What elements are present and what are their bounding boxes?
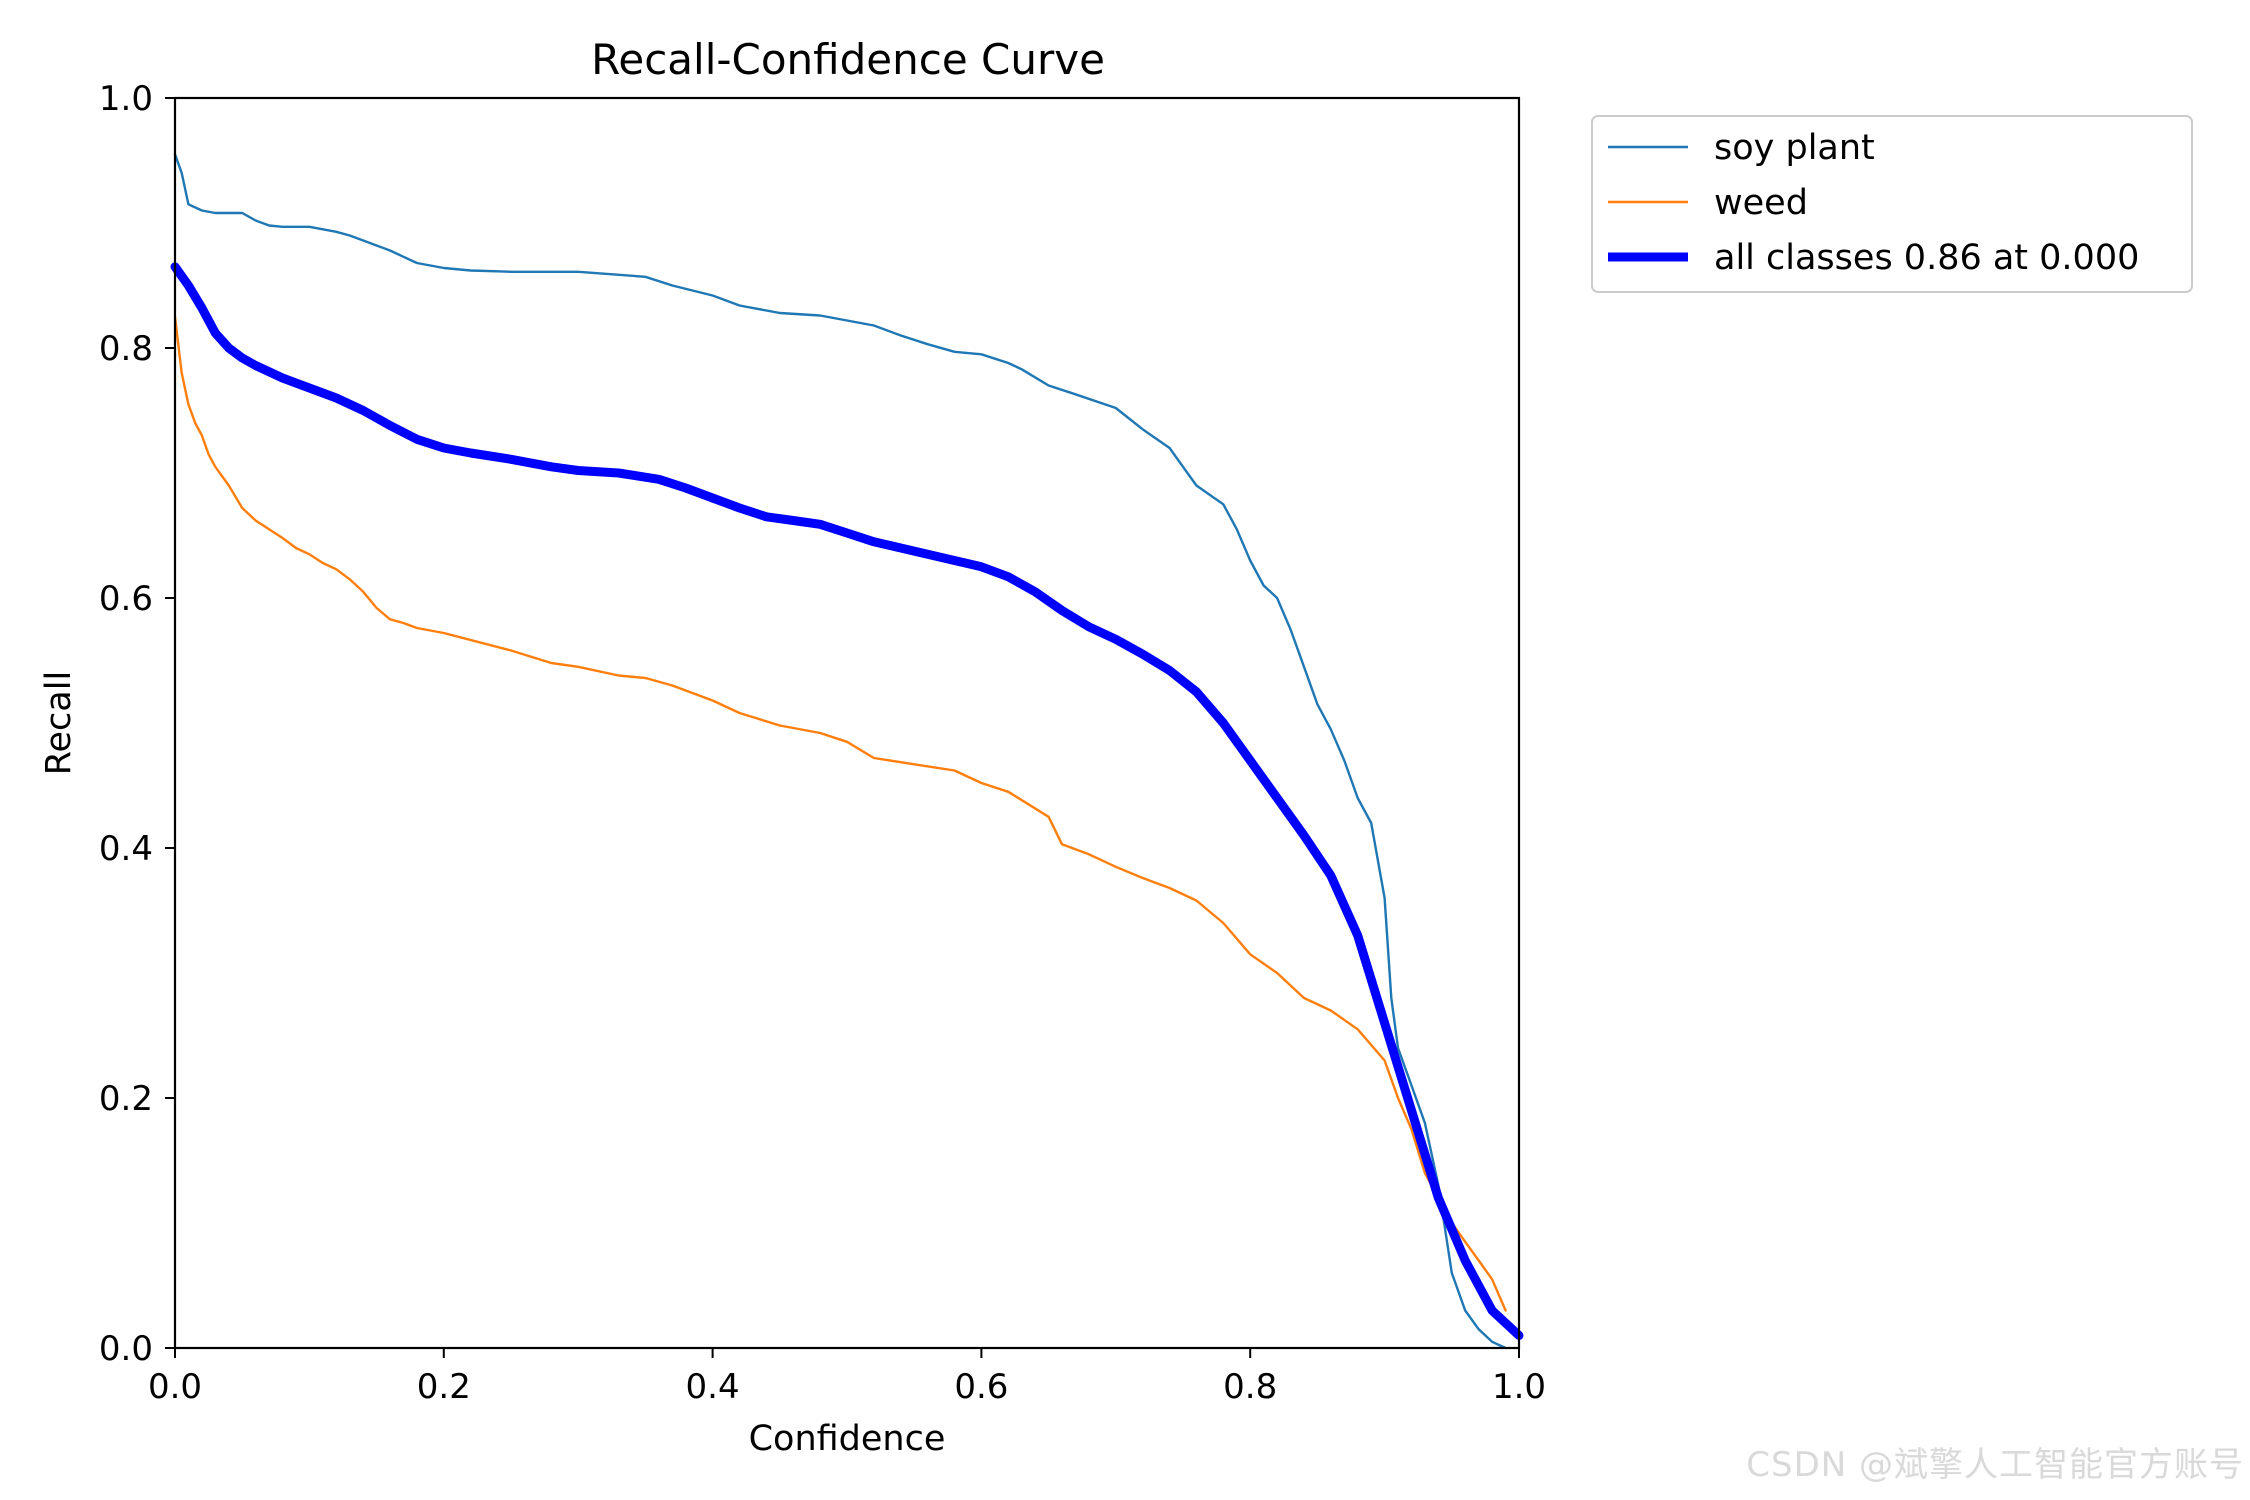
legend-label-0: soy plant: [1714, 128, 1875, 168]
x-tick-label-1: 0.2: [417, 1367, 471, 1407]
legend-label-2: all classes 0.86 at 0.000: [1714, 238, 2139, 278]
x-tick-label-0: 0.0: [148, 1367, 202, 1407]
x-tick-label-3: 0.6: [954, 1367, 1008, 1407]
legend: soy plant weed all classes 0.86 at 0.000: [1591, 115, 2193, 293]
x-tick-label-5: 1.0: [1492, 1367, 1546, 1407]
y-tick-label-1: 0.2: [99, 1079, 153, 1119]
x-axis-ticks: 0.0 0.2 0.4 0.6 0.8 1.0: [148, 1348, 1546, 1407]
legend-items: soy plant weed all classes 0.86 at 0.000: [1608, 128, 2139, 278]
series-line-1: [173, 315, 1507, 1312]
chart-title: Recall-Confidence Curve: [591, 35, 1105, 84]
x-tick-label-2: 0.4: [686, 1367, 740, 1407]
y-tick-label-4: 0.8: [99, 329, 153, 369]
legend-box: [1591, 115, 2193, 293]
y-tick-label-2: 0.4: [99, 829, 153, 869]
series-layer: [170, 153, 1524, 1350]
legend-label-1: weed: [1714, 183, 1808, 223]
y-tick-label-3: 0.6: [99, 579, 153, 619]
y-tick-label-5: 1.0: [99, 79, 153, 119]
series-line-2: [170, 262, 1524, 1340]
plot-frame: [173, 96, 1521, 1350]
watermark-text: CSDN @斌擎人工智能官方账号: [1746, 1445, 2244, 1485]
y-axis-ticks: 0.0 0.2 0.4 0.6 0.8 1.0: [99, 79, 175, 1369]
y-axis-label: Recall: [39, 671, 79, 775]
x-tick-label-4: 0.8: [1223, 1367, 1277, 1407]
y-tick-label-0: 0.0: [99, 1329, 153, 1369]
x-axis-label: Confidence: [749, 1419, 946, 1459]
series-line-0: [173, 153, 1507, 1350]
